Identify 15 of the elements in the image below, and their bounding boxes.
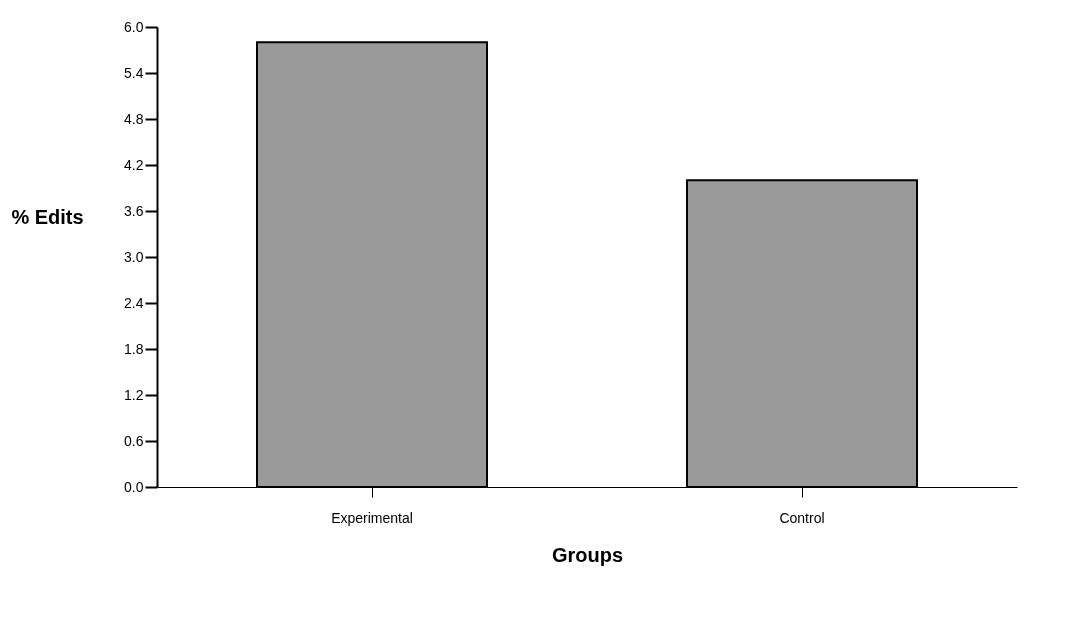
x-axis-title: Groups bbox=[551, 543, 624, 566]
x-tick-label: Experimental bbox=[331, 509, 413, 526]
y-tick-label: 2.4 bbox=[124, 294, 144, 311]
x-tick-label: Control bbox=[779, 509, 825, 526]
y-tick-label: 3.0 bbox=[124, 248, 144, 265]
y-tick-label: 6.0 bbox=[124, 18, 144, 35]
y-tick-label: 4.2 bbox=[124, 156, 144, 173]
y-tick-label: 0.0 bbox=[124, 478, 144, 495]
y-tick-label: 1.2 bbox=[124, 386, 144, 403]
y-tick-label: 3.6 bbox=[124, 202, 144, 219]
y-tick-label: 0.6 bbox=[124, 432, 144, 449]
y-tick-label: 4.8 bbox=[124, 110, 144, 127]
y-tick-label: 5.4 bbox=[124, 64, 144, 81]
y-axis-title: % Edits bbox=[11, 205, 84, 228]
y-tick-label: 1.8 bbox=[124, 340, 144, 357]
